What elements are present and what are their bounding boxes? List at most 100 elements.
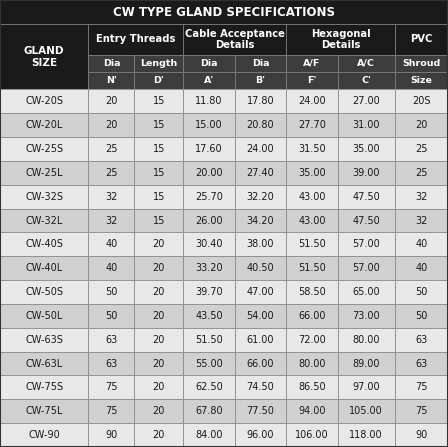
Text: 20.00: 20.00 <box>195 168 223 178</box>
Bar <box>338 328 395 352</box>
Text: 32: 32 <box>415 215 427 226</box>
Bar <box>338 137 395 161</box>
Bar <box>235 232 286 256</box>
Bar <box>89 352 134 375</box>
Text: 11.80: 11.80 <box>195 96 223 106</box>
Bar <box>286 209 338 232</box>
Bar <box>183 137 235 161</box>
Text: 43.00: 43.00 <box>298 192 326 202</box>
Text: 84.00: 84.00 <box>195 430 223 440</box>
Bar <box>183 113 235 137</box>
Text: 50: 50 <box>415 287 427 297</box>
Bar <box>89 137 134 161</box>
Text: 20: 20 <box>153 263 165 273</box>
Text: 30.40: 30.40 <box>195 239 223 249</box>
Text: 27.40: 27.40 <box>246 168 274 178</box>
Text: 20: 20 <box>153 335 165 345</box>
Text: CW-50L: CW-50L <box>26 311 63 321</box>
Text: 32: 32 <box>105 215 118 226</box>
Bar <box>0 113 89 137</box>
Text: 67.80: 67.80 <box>195 406 223 416</box>
Bar <box>89 55 134 72</box>
Text: 58.50: 58.50 <box>298 287 326 297</box>
Text: 51.50: 51.50 <box>298 239 326 249</box>
Text: Entry Threads: Entry Threads <box>96 34 176 44</box>
Bar <box>338 304 395 328</box>
Bar <box>183 232 235 256</box>
Text: 15: 15 <box>153 168 165 178</box>
Text: 72.00: 72.00 <box>298 335 326 345</box>
Text: 86.50: 86.50 <box>298 382 326 392</box>
Bar <box>235 256 286 280</box>
Text: 105.00: 105.00 <box>349 406 383 416</box>
Bar <box>134 137 183 161</box>
Text: 66.00: 66.00 <box>298 311 326 321</box>
Bar <box>235 280 286 304</box>
Bar <box>338 113 395 137</box>
Text: A/F: A/F <box>303 59 321 68</box>
Bar <box>235 328 286 352</box>
Text: 75: 75 <box>105 406 118 416</box>
Bar <box>183 24 286 55</box>
Bar <box>395 328 448 352</box>
Bar <box>134 72 183 89</box>
Text: 34.20: 34.20 <box>246 215 274 226</box>
Text: 47.50: 47.50 <box>353 215 380 226</box>
Bar <box>134 280 183 304</box>
Text: CW-40S: CW-40S <box>25 239 63 249</box>
Text: CW-63L: CW-63L <box>26 358 63 369</box>
Bar <box>0 280 89 304</box>
Bar <box>286 185 338 209</box>
Bar <box>395 423 448 447</box>
Bar <box>395 304 448 328</box>
Text: 63: 63 <box>105 358 117 369</box>
Text: 32: 32 <box>105 192 118 202</box>
Bar <box>395 375 448 399</box>
Bar <box>286 304 338 328</box>
Bar <box>89 24 183 55</box>
Bar <box>0 185 89 209</box>
Text: 25.70: 25.70 <box>195 192 223 202</box>
Bar <box>286 72 338 89</box>
Bar <box>235 55 286 72</box>
Bar <box>338 72 395 89</box>
Bar <box>0 89 89 113</box>
Bar <box>338 423 395 447</box>
Text: 31.50: 31.50 <box>298 144 326 154</box>
Text: Size: Size <box>410 76 432 85</box>
Text: CW-50S: CW-50S <box>25 287 63 297</box>
Bar <box>286 89 338 113</box>
Text: 40.50: 40.50 <box>246 263 274 273</box>
Bar <box>134 185 183 209</box>
Bar <box>286 423 338 447</box>
Bar <box>286 232 338 256</box>
Bar <box>183 280 235 304</box>
Text: CW-90: CW-90 <box>28 430 60 440</box>
Text: CW-20S: CW-20S <box>25 96 63 106</box>
Text: CW-63S: CW-63S <box>25 335 63 345</box>
Text: 90: 90 <box>105 430 117 440</box>
Bar <box>183 304 235 328</box>
Text: 17.60: 17.60 <box>195 144 223 154</box>
Bar <box>0 161 89 185</box>
Text: 20: 20 <box>153 406 165 416</box>
Text: 50: 50 <box>105 311 118 321</box>
Bar <box>395 352 448 375</box>
Bar <box>395 280 448 304</box>
Bar <box>89 113 134 137</box>
Text: CW-32S: CW-32S <box>25 192 63 202</box>
Bar <box>395 185 448 209</box>
Text: 63: 63 <box>415 358 427 369</box>
Bar <box>395 113 448 137</box>
Text: 20: 20 <box>153 311 165 321</box>
Bar <box>395 256 448 280</box>
Text: 50: 50 <box>415 311 427 321</box>
Text: CW-40L: CW-40L <box>26 263 63 273</box>
Bar <box>0 209 89 232</box>
Text: 20: 20 <box>153 430 165 440</box>
Bar <box>0 24 89 89</box>
Bar <box>235 137 286 161</box>
Text: 20: 20 <box>153 358 165 369</box>
Bar <box>134 232 183 256</box>
Text: 40: 40 <box>415 263 427 273</box>
